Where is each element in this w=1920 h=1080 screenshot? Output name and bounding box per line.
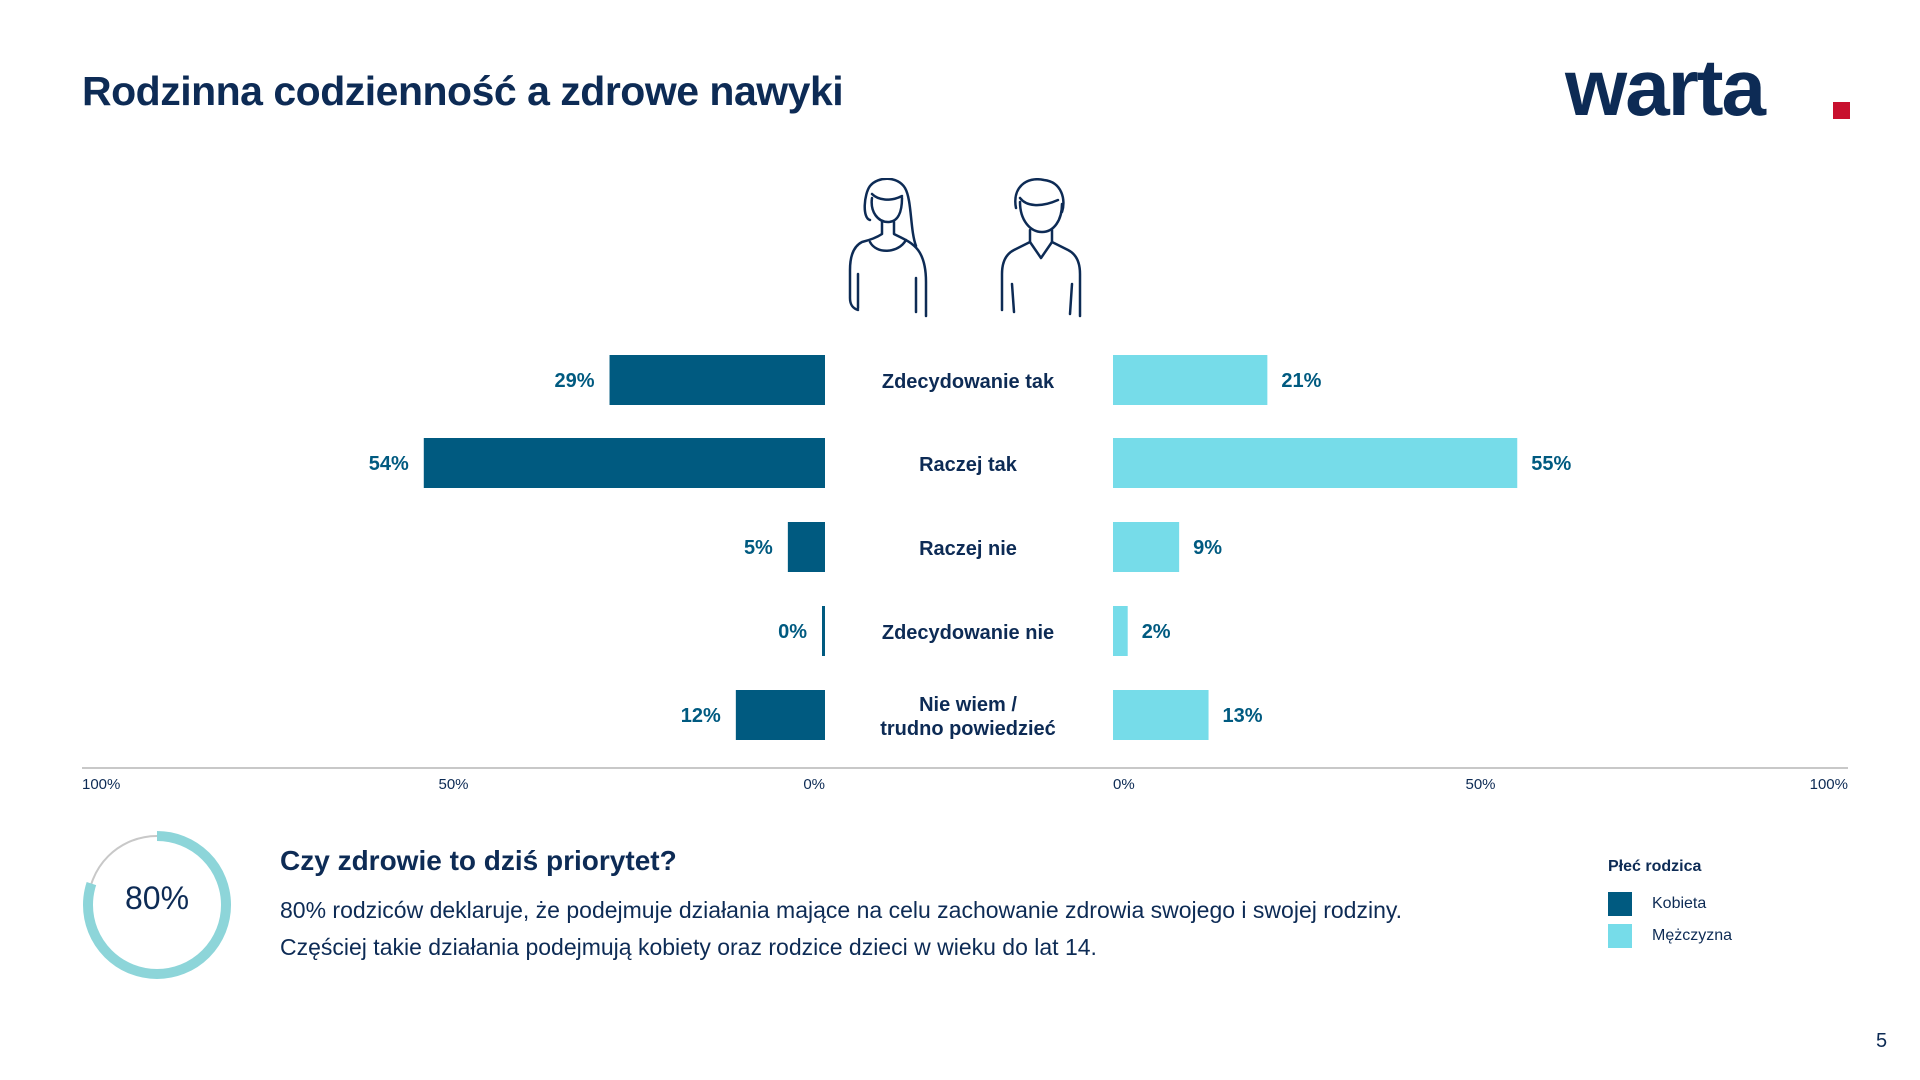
donut-value: 80% xyxy=(124,880,190,916)
warta-logo: warta xyxy=(1565,43,1766,132)
bar-mezczyzna-3 xyxy=(1113,606,1128,656)
man-icon xyxy=(1000,178,1082,318)
label-kobieta-3: 0% xyxy=(778,621,807,643)
info-title: Czy zdrowie to dziś priorytet? xyxy=(280,845,677,876)
legend: Płeć rodzica Kobieta Mężczyzna xyxy=(1608,858,1732,952)
label-kobieta-2: 5% xyxy=(744,537,773,559)
label-mezczyzna-2: 9% xyxy=(1193,537,1222,559)
woman-icon xyxy=(848,178,928,318)
legend-label-kobieta: Kobieta xyxy=(1652,895,1707,912)
label-kobieta-4: 12% xyxy=(681,705,721,727)
category-label-0: Zdecydowanie tak xyxy=(882,371,1055,393)
tick-left-1: 50% xyxy=(438,776,468,793)
label-mezczyzna-0: 21% xyxy=(1281,370,1321,392)
bar-kobieta-1 xyxy=(423,438,825,488)
legend-item-kobieta: Kobieta xyxy=(1608,888,1732,920)
legend-label-mezczyzna: Mężczyzna xyxy=(1652,927,1733,944)
label-kobieta-0: 29% xyxy=(554,370,594,392)
butterfly-bar-chart: 29% 21% Zdecydowanie tak 54% 55% Raczej tak 5%… xyxy=(82,355,1848,793)
donut-arc xyxy=(83,831,231,979)
legend-swatch-mezczyzna xyxy=(1608,924,1632,948)
bar-kobieta-2 xyxy=(787,522,825,572)
bar-mezczyzna-4 xyxy=(1113,690,1209,740)
tick-right-1: 50% xyxy=(1465,776,1495,793)
bar-mezczyzna-0 xyxy=(1113,355,1268,405)
tick-right-2: 100% xyxy=(1810,776,1848,793)
bar-mezczyzna-2 xyxy=(1113,522,1180,572)
category-label-4: Nie wiem / trudno powiedzieć xyxy=(880,694,1056,740)
legend-swatch-kobieta xyxy=(1608,892,1632,916)
tick-left-0: 100% xyxy=(82,776,120,793)
parents-illustration xyxy=(848,178,1082,318)
donut-chart xyxy=(83,831,231,979)
label-kobieta-1: 54% xyxy=(369,453,409,475)
page-number: 5 xyxy=(1876,1030,1888,1052)
info-text: 80% rodziców deklaruje, że podejmuje dzi… xyxy=(280,892,1402,966)
tick-left-2: 0% xyxy=(803,776,825,793)
logo-dot xyxy=(1833,102,1850,119)
bar-kobieta-0 xyxy=(609,355,825,405)
info-line-2: Częściej takie działania podejmują kobie… xyxy=(280,934,1097,960)
bar-kobieta-3 xyxy=(822,606,825,656)
bar-kobieta-4 xyxy=(735,690,825,740)
info-line-1: 80% rodziców deklaruje, że podejmuje dzi… xyxy=(280,897,1403,923)
legend-title: Płeć rodzica xyxy=(1608,858,1702,875)
label-mezczyzna-3: 2% xyxy=(1142,621,1171,643)
category-label-1: Raczej tak xyxy=(919,454,1018,476)
legend-item-mezczyzna: Mężczyzna xyxy=(1608,920,1732,952)
label-mezczyzna-1: 55% xyxy=(1531,453,1571,475)
tick-right-0: 0% xyxy=(1113,776,1135,793)
category-label-3: Zdecydowanie nie xyxy=(882,622,1054,644)
category-label-2: Raczej nie xyxy=(919,538,1017,560)
bar-mezczyzna-1 xyxy=(1113,438,1518,488)
page-title: Rodzinna codzienność a zdrowe nawyki xyxy=(82,68,844,114)
label-mezczyzna-4: 13% xyxy=(1223,705,1263,727)
